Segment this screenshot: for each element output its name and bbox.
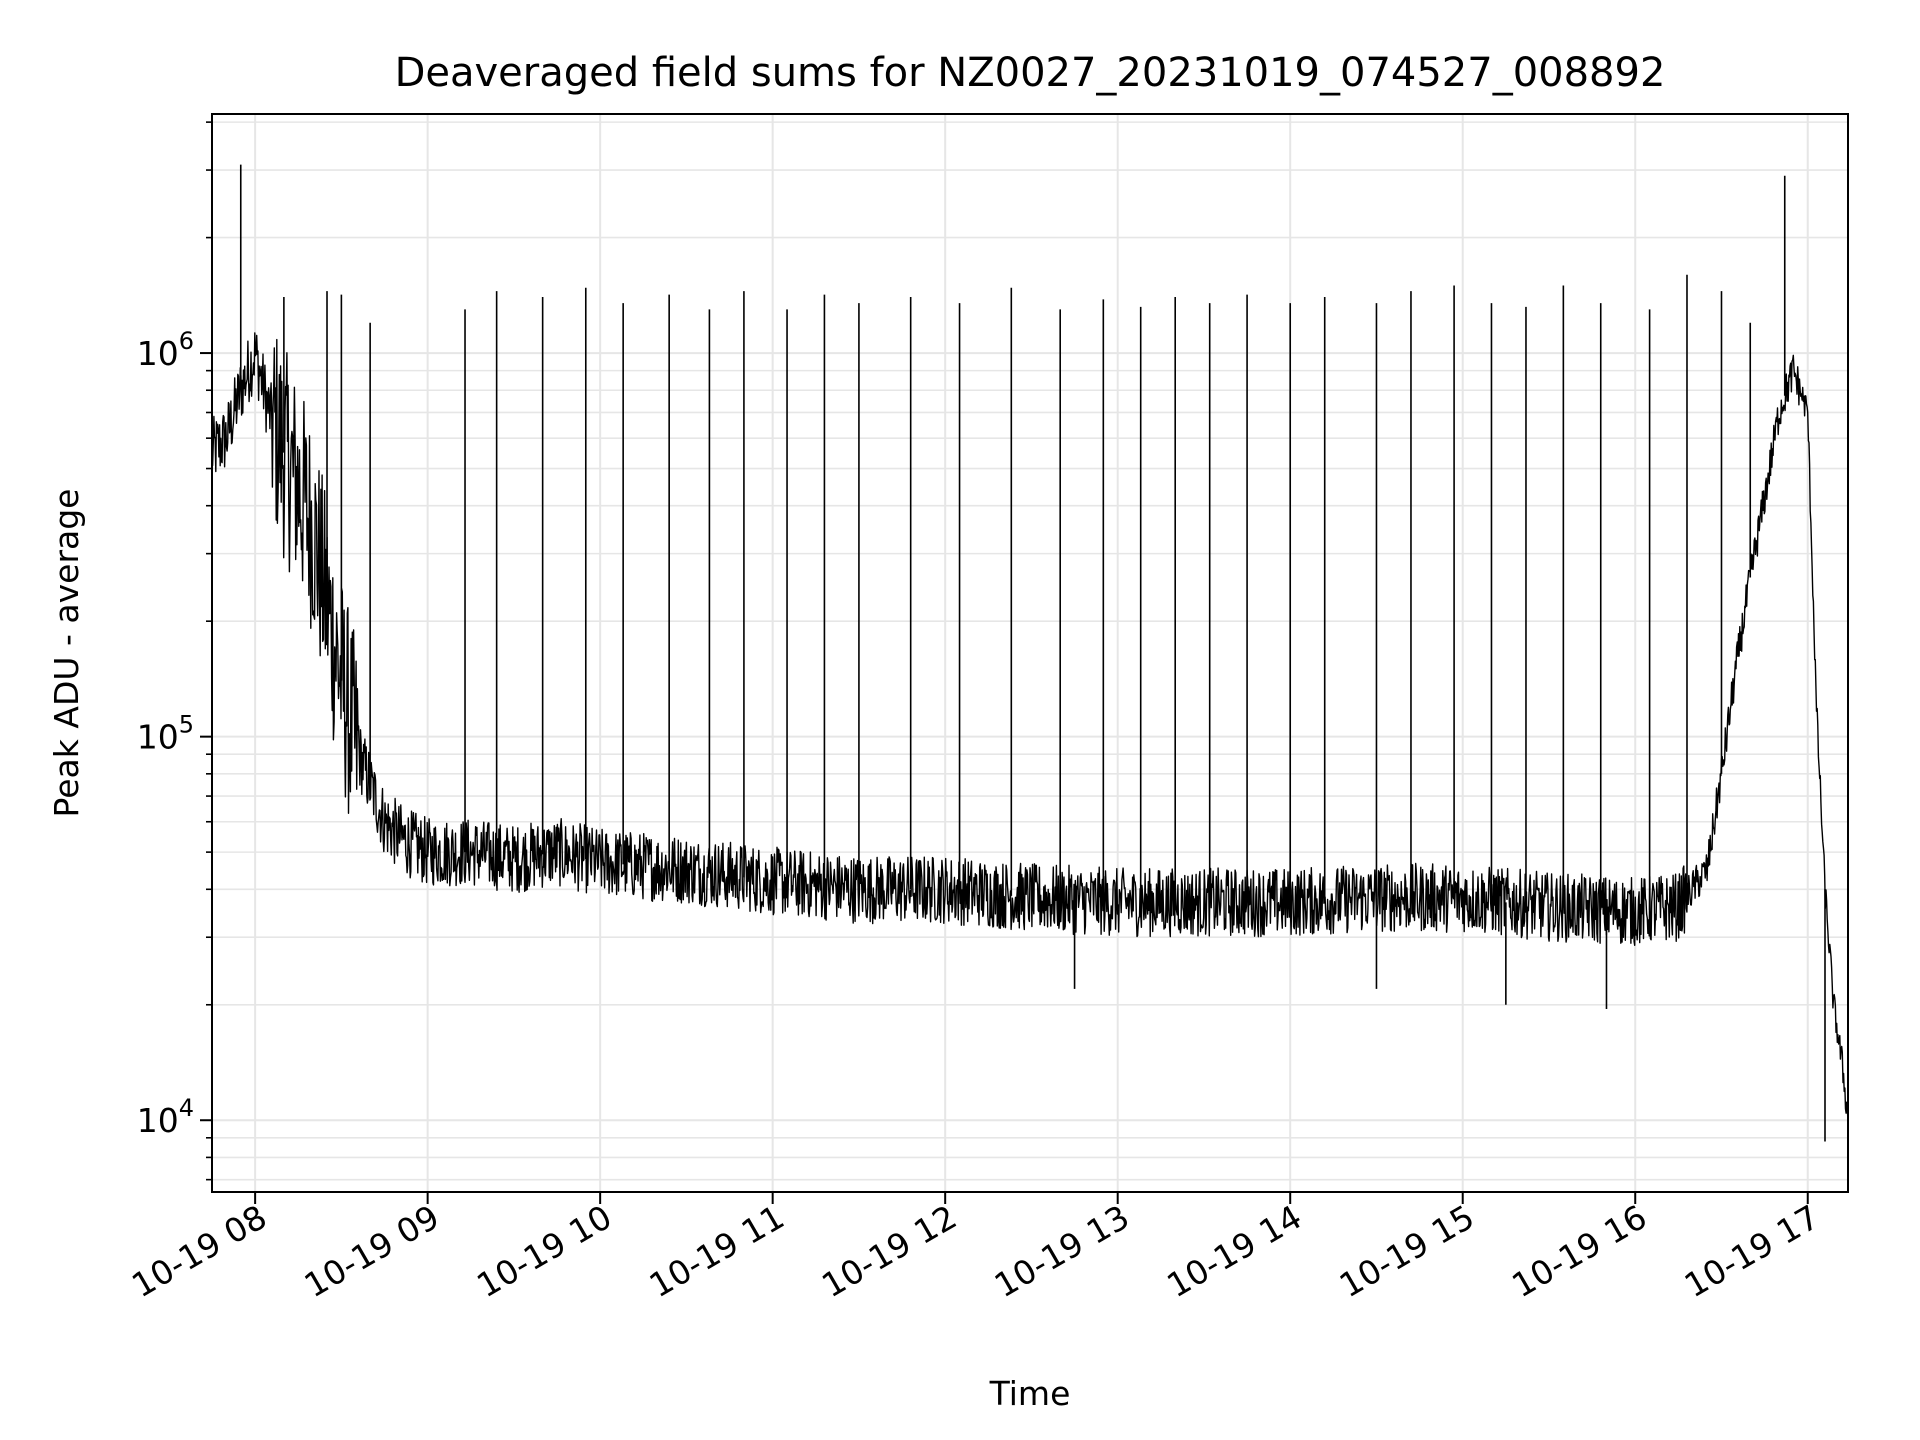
y-tick-label: 106 (137, 327, 194, 373)
y-tick-label: 104 (137, 1094, 194, 1140)
y-tick-base: 10 (137, 334, 179, 373)
plot-data (211, 164, 1849, 1142)
y-tick-exponent: 4 (179, 1094, 194, 1122)
y-tick-exponent: 6 (179, 327, 194, 355)
chart-title: Deaveraged field sums for NZ0027_2023101… (395, 50, 1666, 96)
grid (212, 114, 1848, 1192)
y-tick-base: 10 (137, 718, 179, 757)
data-line (211, 332, 1849, 1125)
y-tick-label: 105 (137, 711, 194, 757)
x-axis-label: Time (989, 1374, 1071, 1413)
y-tick-exponent: 5 (179, 711, 194, 739)
y-tick-base: 10 (137, 1101, 179, 1140)
plot-frame (211, 113, 1849, 1193)
y-axis-label: Peak ADU - average (47, 489, 86, 818)
